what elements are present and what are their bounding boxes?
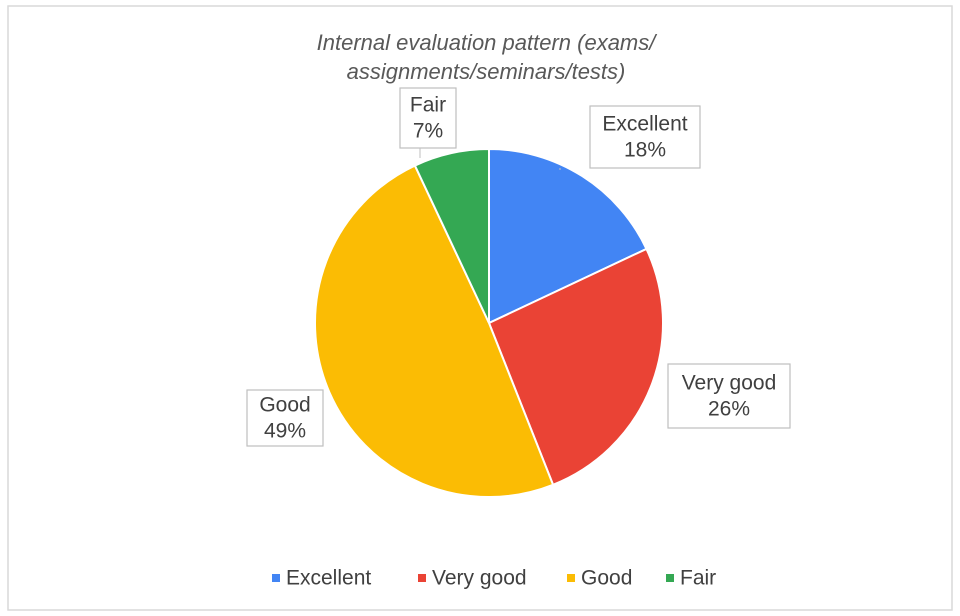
legend-label: Good [581, 567, 632, 590]
chart-title: Internal evaluation pattern (exams/ [317, 30, 658, 55]
data-label-box [589, 105, 701, 169]
pie-slice [487, 247, 664, 487]
legend-label: Fair [680, 567, 716, 590]
legend-label: Excellent [286, 567, 371, 590]
data-label-value: 49% [264, 420, 306, 443]
pie-slice [413, 147, 490, 324]
pie-slice [313, 164, 555, 499]
chart-title: assignments/seminars/tests) [347, 59, 626, 84]
legend-marker [272, 574, 280, 582]
data-label-box [667, 363, 791, 429]
pie-slice [488, 147, 648, 325]
data-label-name: Fair [410, 94, 446, 117]
data-label-box [246, 389, 324, 447]
legend-marker [567, 574, 575, 582]
data-label-name: Very good [682, 372, 777, 395]
data-label-value: 18% [624, 139, 666, 162]
data-label-value: 7% [413, 120, 443, 143]
data-label-value: 26% [708, 398, 750, 421]
data-label-name: Excellent [602, 113, 687, 136]
legend-marker [666, 574, 674, 582]
data-label-name: Good [259, 394, 310, 417]
legend-label: Very good [432, 567, 527, 590]
data-label-box [399, 87, 457, 149]
legend-marker [418, 574, 426, 582]
